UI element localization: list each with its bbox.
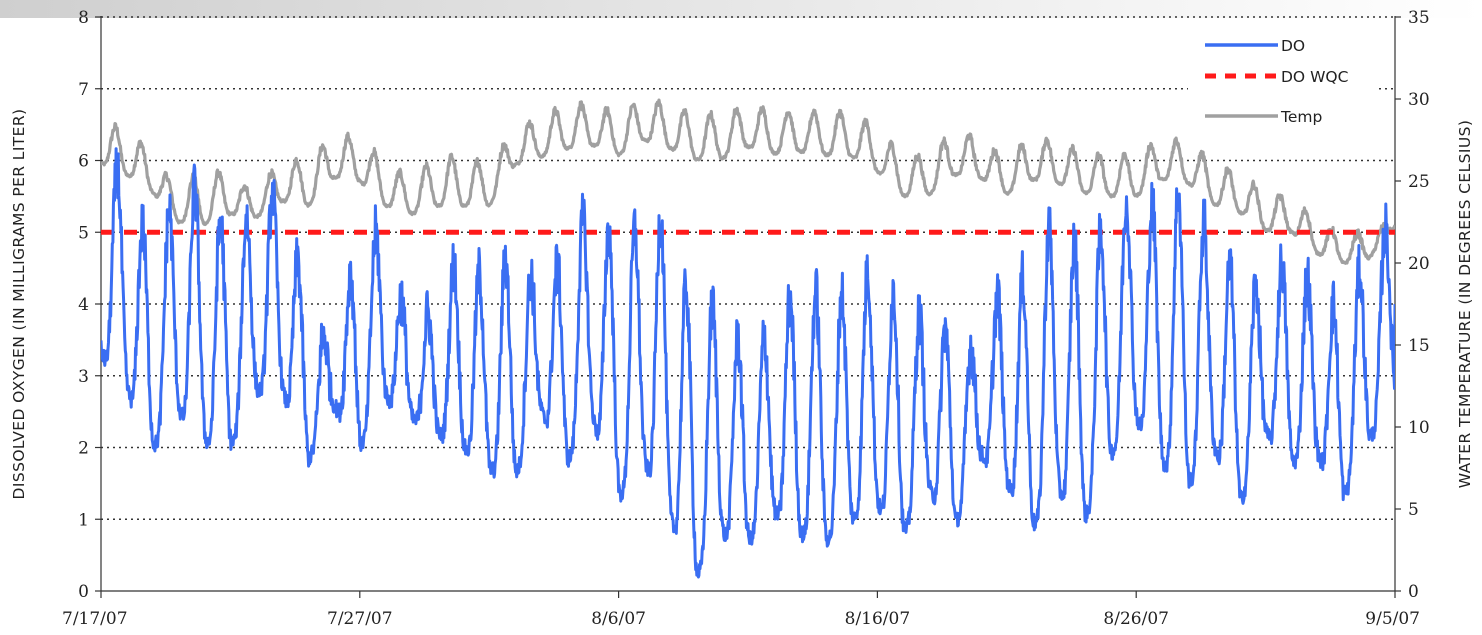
- y-tick-label: 6: [78, 152, 89, 172]
- legend-label-temp: Temp: [1280, 108, 1322, 126]
- temp-series: [101, 98, 1395, 265]
- y2-axis-title: WATER TEMPERATURE (IN DEGREES CELSIUS): [1456, 120, 1474, 489]
- y-tick-label: 5: [78, 223, 89, 243]
- y-tick-label: 1: [78, 510, 89, 530]
- y2-tick-label: 10: [1408, 418, 1430, 438]
- y2-tick-label: 25: [1408, 172, 1430, 192]
- legend-label-do-wqc: DO WQC: [1281, 68, 1348, 86]
- y2-tick-label: 0: [1408, 582, 1419, 602]
- y-tick-label: 2: [78, 439, 89, 459]
- x-tick-label: 8/26/07: [1103, 609, 1169, 629]
- axes: [95, 16, 1401, 598]
- do-line: [101, 147, 1395, 579]
- header-band: [0, 0, 1482, 18]
- legend: DO DO WQC Temp: [1188, 26, 1378, 130]
- x-tick-label: 8/6/07: [591, 609, 646, 629]
- tick-labels: 0 1 2 3 4 5 6 7 8 0 5 10 15 20 25 30 35 7/17/07 7/27/07 8/6…: [62, 8, 1430, 629]
- legend-label-do: DO: [1281, 37, 1305, 55]
- y-tick-label: 4: [78, 295, 89, 315]
- y2-tick-label: 5: [1408, 500, 1419, 520]
- y-axis-title: DISSOLVED OXYGEN (IN MILLIGRAMS PER LITE…: [10, 109, 28, 500]
- x-tick-label: 7/17/07: [62, 609, 128, 629]
- x-tick-label: 9/5/07: [1365, 609, 1420, 629]
- y2-tick-label: 20: [1408, 254, 1430, 274]
- x-tick-label: 7/27/07: [327, 609, 393, 629]
- x-tick-label: 8/16/07: [845, 609, 911, 629]
- do-series: [101, 147, 1395, 579]
- y2-tick-label: 15: [1408, 336, 1430, 356]
- y-tick-label: 3: [78, 367, 89, 387]
- y2-tick-label: 30: [1408, 90, 1430, 110]
- y-tick-label: 0: [78, 582, 89, 602]
- y-tick-label: 7: [78, 80, 89, 100]
- y2-tick-label: 35: [1408, 8, 1430, 28]
- temp-line: [101, 98, 1395, 265]
- y-tick-label: 8: [78, 8, 89, 28]
